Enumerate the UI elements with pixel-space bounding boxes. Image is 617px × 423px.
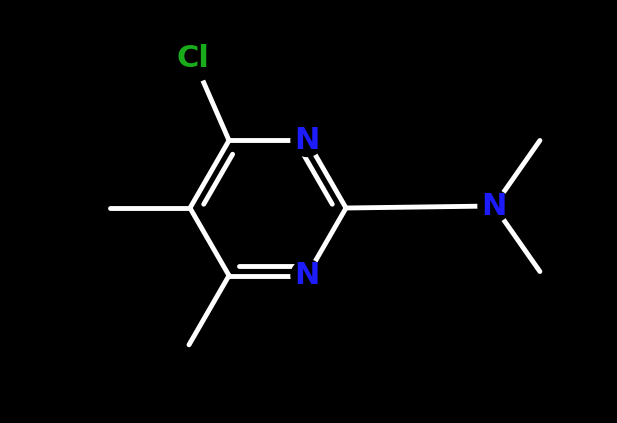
Circle shape bbox=[291, 124, 323, 157]
Circle shape bbox=[169, 34, 217, 82]
Circle shape bbox=[291, 260, 323, 291]
Text: N: N bbox=[294, 261, 320, 290]
Text: N: N bbox=[294, 126, 320, 155]
Text: Cl: Cl bbox=[176, 44, 209, 72]
Text: N: N bbox=[481, 192, 507, 220]
Circle shape bbox=[478, 190, 510, 222]
